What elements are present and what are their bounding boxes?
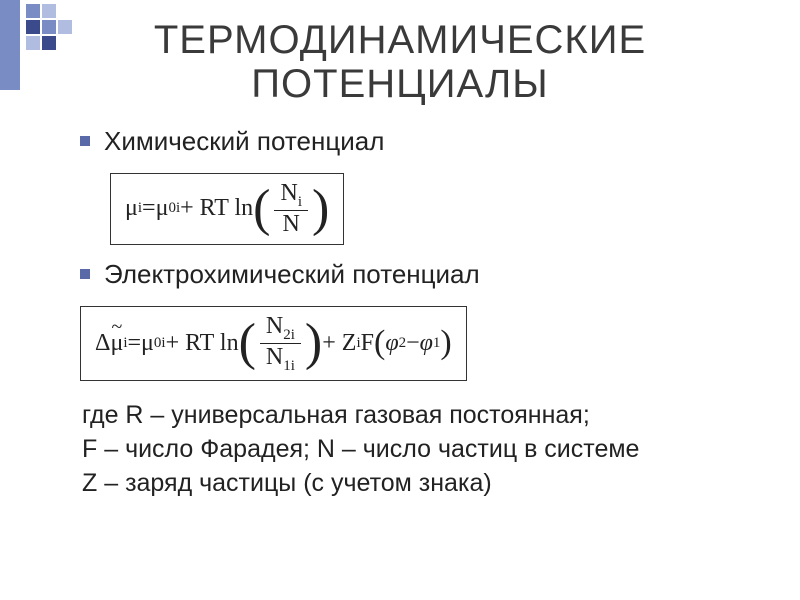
bullet-icon (80, 136, 90, 146)
bullet-item: Химический потенциал (80, 126, 740, 157)
paren-left-icon: ( (253, 183, 270, 235)
paren-right-icon: ) (312, 183, 329, 235)
sym-minus: − (406, 330, 420, 357)
sym-rtln: + RT ln (180, 195, 253, 222)
sym-mu0: μ (141, 330, 154, 357)
frac-den: N (277, 211, 306, 237)
decoration-square (26, 20, 40, 34)
decoration-square (26, 4, 40, 18)
title-line1: ТЕРМОДИНАМИЧЕСКИЕ (154, 18, 646, 62)
paren-right-icon: ) (305, 317, 322, 369)
bullet-icon (80, 269, 90, 279)
frac-num: N (280, 180, 297, 206)
legend-line: F – число Фарадея; N – число частиц в си… (82, 433, 740, 467)
decoration-square (42, 20, 56, 34)
sym-sub: 2 (399, 335, 407, 352)
formula-electrochemical-potential: Δ~μ i = μ0i + RT ln ( N2i N1i ) + Zi F (… (80, 306, 467, 382)
bullet-text: Химический потенциал (104, 126, 384, 157)
sym-mu: μ (125, 195, 138, 222)
legend-line: где R – универсальная газовая постоянная… (82, 399, 740, 433)
sym-sub: 1i (283, 358, 295, 374)
decoration-square (42, 36, 56, 50)
paren-right-icon: ) (440, 324, 451, 362)
tilde-icon: ~ (111, 316, 122, 339)
sym-mu0: μ (156, 195, 169, 222)
sym-sub: 1 (433, 335, 441, 352)
decoration-square (42, 4, 56, 18)
sym-plusz: + Z (322, 330, 356, 357)
sym-phi: φ (385, 330, 398, 357)
decoration-square (26, 36, 40, 50)
sym-mu-tilde: ~μ (110, 330, 123, 357)
fraction: Ni N (274, 180, 308, 238)
paren-left-icon: ( (374, 324, 385, 362)
decoration-square (58, 20, 72, 34)
decoration-vbar (0, 0, 20, 90)
legend-line: Z – заряд частицы (с учетом знака) (82, 467, 740, 501)
frac-den: N (266, 344, 283, 370)
slide-title: ТЕРМОДИНАМИЧЕСКИЕ ПОТЕНЦИАЛЫ (0, 0, 800, 106)
paren-left-icon: ( (239, 317, 256, 369)
bullet-item: Электрохимический потенциал (80, 259, 740, 290)
sym-delta: Δ (95, 330, 110, 357)
slide-content: Химический потенциал μi = μ0i + RT ln ( … (0, 106, 800, 501)
title-line2: ПОТЕНЦИАЛЫ (251, 62, 548, 106)
fraction: N2i N1i (260, 313, 301, 375)
sym-phi: φ (420, 330, 433, 357)
sym-sub: 2i (283, 326, 295, 342)
sym-sub: 0i (154, 335, 166, 352)
sym-eq: = (127, 330, 141, 357)
sym-rtln: + RT ln (166, 330, 239, 357)
sym-eq: = (142, 195, 156, 222)
sym-F: F (361, 330, 374, 357)
legend-block: где R – универсальная газовая постоянная… (80, 399, 740, 500)
formula-chemical-potential: μi = μ0i + RT ln ( Ni N ) (110, 173, 344, 245)
bullet-text: Электрохимический потенциал (104, 259, 480, 290)
frac-num: N (266, 313, 283, 339)
sym-sub: i (298, 194, 302, 210)
sym-sub: 0i (168, 200, 180, 217)
